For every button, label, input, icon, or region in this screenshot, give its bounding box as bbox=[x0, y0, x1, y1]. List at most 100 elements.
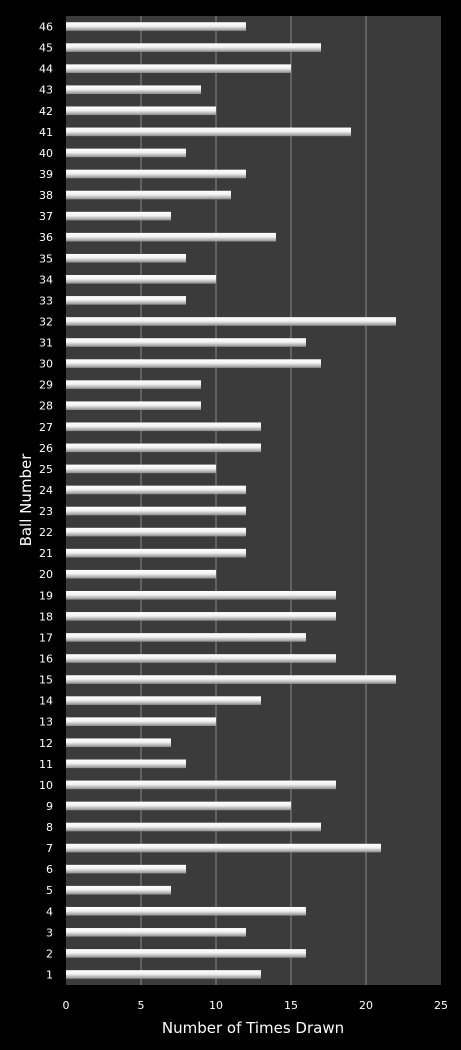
y-tick-label: 2 bbox=[46, 947, 53, 960]
y-tick-label: 16 bbox=[39, 652, 53, 665]
bar-ball-11 bbox=[66, 759, 186, 769]
y-tick-label: 34 bbox=[39, 273, 53, 286]
y-tick-label: 21 bbox=[39, 547, 53, 560]
bar-ball-15 bbox=[66, 675, 396, 684]
y-tick-label: 22 bbox=[39, 526, 53, 539]
bar-ball-24 bbox=[66, 485, 246, 495]
y-tick-label: 15 bbox=[39, 674, 53, 687]
bar-ball-38 bbox=[66, 190, 231, 200]
bar-ball-40 bbox=[66, 148, 186, 158]
bar-ball-12 bbox=[66, 738, 171, 748]
bar-ball-44 bbox=[66, 64, 291, 73]
y-tick-label: 33 bbox=[39, 294, 53, 307]
y-tick-label: 20 bbox=[39, 568, 53, 581]
bar-ball-17 bbox=[66, 633, 306, 642]
bar-ball-6 bbox=[66, 864, 186, 874]
bar-ball-10 bbox=[66, 780, 336, 790]
x-tick-label: 25 bbox=[434, 999, 448, 1012]
bar-ball-9 bbox=[66, 801, 291, 811]
y-tick-label: 1 bbox=[46, 968, 53, 981]
y-tick-label: 44 bbox=[39, 63, 53, 76]
bar-ball-18 bbox=[66, 612, 336, 621]
y-tick-label: 39 bbox=[39, 168, 53, 181]
bar-ball-3 bbox=[66, 928, 246, 937]
bar-ball-33 bbox=[66, 296, 186, 305]
bar-ball-43 bbox=[66, 85, 201, 95]
y-tick-label: 28 bbox=[39, 400, 53, 413]
y-tick-label: 35 bbox=[39, 252, 53, 265]
bar-ball-36 bbox=[66, 232, 276, 242]
y-tick-label: 36 bbox=[39, 231, 53, 244]
x-tick-labels: 0 5 10 15 20 25 bbox=[63, 999, 449, 1012]
y-tick-label: 5 bbox=[46, 884, 53, 897]
y-tick-label: 24 bbox=[39, 484, 53, 497]
bar-ball-39 bbox=[66, 169, 246, 179]
bar-ball-45 bbox=[66, 43, 321, 52]
y-tick-label: 10 bbox=[39, 779, 53, 792]
y-tick-label: 17 bbox=[39, 631, 53, 644]
x-tick-label: 5 bbox=[138, 999, 145, 1012]
y-tick-label: 9 bbox=[46, 800, 53, 813]
bar-ball-14 bbox=[66, 696, 261, 705]
y-tick-label: 32 bbox=[39, 315, 53, 328]
y-tick-label: 43 bbox=[39, 84, 53, 97]
y-axis-title: Ball Number bbox=[17, 453, 35, 547]
bars bbox=[66, 22, 396, 979]
bar-ball-31 bbox=[66, 338, 306, 347]
y-tick-label: 37 bbox=[39, 210, 53, 223]
y-tick-label: 13 bbox=[39, 716, 53, 729]
y-tick-label: 12 bbox=[39, 737, 53, 750]
bar-ball-27 bbox=[66, 422, 261, 432]
bar-ball-7 bbox=[66, 843, 381, 853]
bar-ball-37 bbox=[66, 211, 171, 221]
y-tick-label: 42 bbox=[39, 105, 53, 118]
y-tick-label: 30 bbox=[39, 358, 53, 371]
y-tick-label: 14 bbox=[39, 695, 53, 708]
y-tick-label: 31 bbox=[39, 337, 53, 350]
bar-ball-46 bbox=[66, 22, 246, 31]
y-tick-label: 26 bbox=[39, 442, 53, 455]
y-tick-label: 23 bbox=[39, 505, 53, 518]
x-tick-label: 15 bbox=[284, 999, 298, 1012]
x-tick-label: 0 bbox=[63, 999, 70, 1012]
bar-ball-34 bbox=[66, 275, 216, 284]
bar-ball-42 bbox=[66, 106, 216, 116]
bar-ball-32 bbox=[66, 317, 396, 326]
y-tick-labels: 1234567891011121314151617181920212223242… bbox=[39, 21, 53, 982]
y-tick-label: 3 bbox=[46, 926, 53, 939]
y-tick-label: 27 bbox=[39, 421, 53, 434]
y-tick-label: 18 bbox=[39, 610, 53, 623]
bar-ball-5 bbox=[66, 885, 171, 895]
y-tick-label: 7 bbox=[46, 842, 53, 855]
y-tick-label: 29 bbox=[39, 379, 53, 392]
y-tick-label: 46 bbox=[39, 21, 53, 34]
x-tick-label: 20 bbox=[359, 999, 373, 1012]
bar-ball-29 bbox=[66, 380, 201, 389]
y-tick-label: 8 bbox=[46, 821, 53, 834]
bar-ball-16 bbox=[66, 654, 336, 663]
bar-ball-23 bbox=[66, 506, 246, 516]
x-tick-label: 10 bbox=[209, 999, 223, 1012]
bar-ball-13 bbox=[66, 717, 216, 726]
y-tick-label: 45 bbox=[39, 42, 53, 55]
y-tick-label: 40 bbox=[39, 147, 53, 160]
x-axis-title: Number of Times Drawn bbox=[162, 1019, 344, 1037]
y-tick-label: 11 bbox=[39, 758, 53, 771]
bar-ball-26 bbox=[66, 443, 261, 453]
bar-ball-20 bbox=[66, 569, 216, 579]
bar-ball-2 bbox=[66, 949, 306, 958]
bar-ball-41 bbox=[66, 127, 351, 137]
y-tick-label: 25 bbox=[39, 463, 53, 476]
bar-ball-21 bbox=[66, 548, 246, 558]
bar-ball-22 bbox=[66, 527, 246, 537]
bar-ball-30 bbox=[66, 359, 321, 368]
bar-ball-35 bbox=[66, 253, 186, 263]
y-tick-label: 6 bbox=[46, 863, 53, 876]
bar-ball-8 bbox=[66, 822, 321, 832]
plot-area bbox=[66, 16, 441, 985]
y-tick-label: 38 bbox=[39, 189, 53, 202]
bar-ball-4 bbox=[66, 906, 306, 916]
bar-ball-1 bbox=[66, 970, 261, 979]
y-tick-label: 19 bbox=[39, 589, 53, 602]
